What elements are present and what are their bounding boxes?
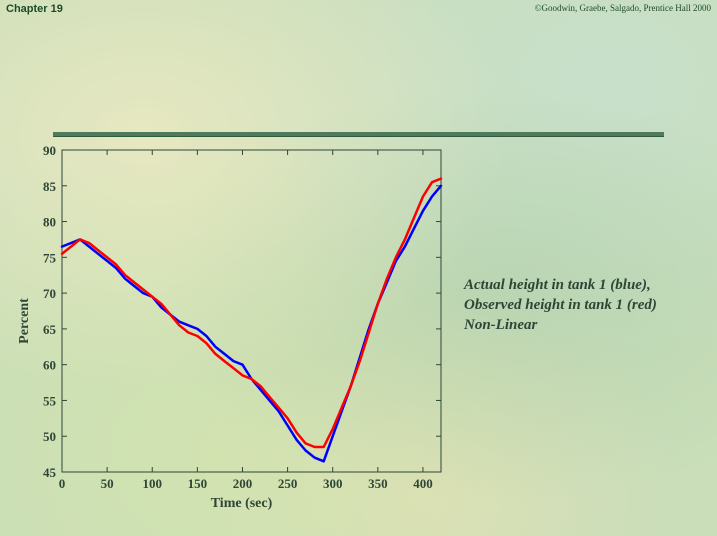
y-tick-label: 50 (43, 429, 56, 444)
y-tick-label: 75 (43, 250, 57, 265)
series-line-blue (60, 184, 443, 463)
y-tick-label: 90 (43, 143, 56, 158)
x-tick-label: 250 (278, 476, 298, 491)
copyright-notice: ©Goodwin, Graebe, Salgado, Prentice Hall… (534, 3, 711, 13)
x-tick-label: 400 (413, 476, 433, 491)
x-tick-label: 50 (101, 476, 114, 491)
x-axis-label: Time (sec) (211, 496, 273, 511)
header-divider (53, 132, 664, 136)
caption-line-1: Actual height in tank 1 (blue), (464, 277, 651, 293)
y-tick-label: 60 (43, 358, 56, 373)
caption-line-3: Non-Linear (464, 317, 538, 333)
series-line-red (60, 177, 443, 449)
y-tick-label: 65 (43, 322, 57, 337)
y-axis-label: Percent (17, 298, 32, 344)
y-tick-label: 70 (43, 286, 56, 301)
caption-line-2: Observed height in tank 1 (red) (464, 297, 657, 313)
y-tick-label: 80 (43, 215, 56, 230)
x-tick-label: 350 (368, 476, 388, 491)
y-tick-label: 85 (43, 179, 57, 194)
x-tick-label: 0 (59, 476, 66, 491)
x-tick-label: 200 (233, 476, 253, 491)
chapter-label: Chapter 19 (6, 3, 63, 15)
chart-caption: Actual height in tank 1 (blue), Observed… (464, 275, 657, 335)
y-tick-label: 55 (43, 393, 57, 408)
x-tick-label: 300 (323, 476, 343, 491)
y-tick-label: 45 (43, 465, 57, 480)
x-tick-label: 150 (188, 476, 208, 491)
plot-frame (61, 149, 442, 473)
x-tick-label: 100 (142, 476, 162, 491)
